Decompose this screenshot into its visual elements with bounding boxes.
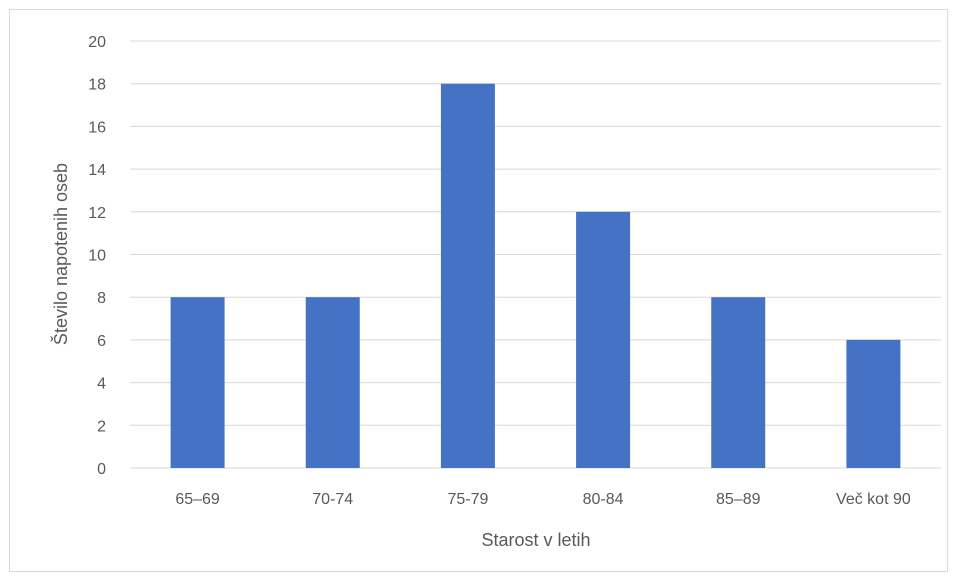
y-tick-label: 14 (88, 162, 106, 179)
y-tick-label: 12 (88, 205, 106, 222)
x-tick-label: Več kot 90 (836, 491, 911, 508)
y-axis-title: Število napotenih oseb (50, 163, 71, 345)
y-tick-label: 20 (88, 34, 106, 51)
bar (711, 297, 766, 468)
y-tick-label: 10 (88, 248, 106, 265)
y-tick-label: 4 (97, 376, 106, 393)
y-tick-labels: 0 2 4 6 8 10 12 14 16 18 20 (88, 34, 106, 478)
bar (305, 297, 360, 468)
y-tick-label: 8 (97, 290, 106, 307)
x-tick-labels: 65–69 70-74 75-79 80-84 85–89 Več kot 90 (175, 491, 911, 508)
bar (846, 339, 901, 468)
bar (170, 297, 225, 468)
x-axis-title: Starost v letih (481, 530, 590, 550)
y-tick-label: 18 (88, 77, 106, 94)
bars (170, 83, 901, 469)
x-tick-label: 80-84 (583, 491, 624, 508)
gridlines (130, 40, 941, 469)
y-tick-label: 2 (97, 418, 106, 435)
x-tick-label: 65–69 (175, 491, 220, 508)
y-tick-label: 16 (88, 119, 106, 136)
y-tick-label: 0 (97, 461, 106, 478)
x-tick-label: 85–89 (716, 491, 761, 508)
x-tick-label: 75-79 (447, 491, 488, 508)
bar (440, 83, 495, 468)
x-tick-label: 70-74 (312, 491, 353, 508)
y-tick-label: 6 (97, 333, 106, 350)
bar (576, 211, 631, 469)
